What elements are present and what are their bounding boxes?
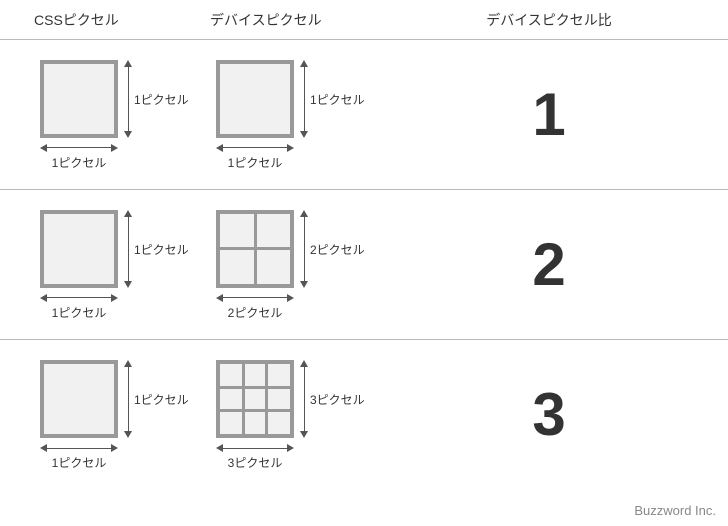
device-pixel-block-square <box>216 360 294 438</box>
css-pixel-block-v-label: 1ピクセル <box>134 391 189 408</box>
rows-host: 1ピクセル1ピクセル1ピクセル1ピクセル11ピクセル1ピクセル2ピクセル2ピクセ… <box>0 40 728 490</box>
table-row: 1ピクセル 1ピクセル 2ピクセル 2ピクセル 2 <box>0 190 728 340</box>
css-pixel-block-h-arrow <box>40 294 118 302</box>
device-pixel-block-h-arrow <box>216 144 294 152</box>
device-pixel-block: 2ピクセル 2ピクセル <box>210 200 370 330</box>
device-pixel-block-h-label: 2ピクセル <box>216 304 294 321</box>
header-row: CSSピクセル デバイスピクセル デバイスピクセル比 <box>0 0 728 40</box>
ratio-value: 1 <box>532 85 565 145</box>
css-pixel-block-h-label: 1ピクセル <box>40 304 118 321</box>
css-pixel-block-v-arrow <box>124 210 132 288</box>
header-device-pixel: デバイスピクセル <box>210 12 322 28</box>
ratio-value: 2 <box>532 235 565 295</box>
css-pixel-block-h-label: 1ピクセル <box>40 454 118 471</box>
ratio-value: 3 <box>532 385 565 445</box>
device-pixel-block-v-arrow <box>300 360 308 438</box>
device-pixel-block-v-label: 3ピクセル <box>310 391 365 408</box>
css-pixel-block-square <box>40 60 118 138</box>
css-pixel-block-v-label: 1ピクセル <box>134 91 189 108</box>
device-pixel-block: 3ピクセル 3ピクセル <box>210 350 370 480</box>
css-pixel-block-h-arrow <box>40 444 118 452</box>
device-pixel-block-h-label: 3ピクセル <box>216 454 294 471</box>
css-pixel-block-v-arrow <box>124 60 132 138</box>
device-pixel-block-square <box>216 60 294 138</box>
css-pixel-block-square <box>40 360 118 438</box>
device-pixel-block-v-arrow <box>300 210 308 288</box>
device-pixel-block-h-arrow <box>216 294 294 302</box>
css-pixel-block: 1ピクセル 1ピクセル <box>34 50 194 180</box>
table-row: 1ピクセル 1ピクセル 1ピクセル 1ピクセル 1 <box>0 40 728 190</box>
css-pixel-block: 1ピクセル 1ピクセル <box>34 200 194 330</box>
css-pixel-block-v-label: 1ピクセル <box>134 241 189 258</box>
device-pixel-block-v-arrow <box>300 60 308 138</box>
device-pixel-block-h-arrow <box>216 444 294 452</box>
css-pixel-block-h-label: 1ピクセル <box>40 154 118 171</box>
diagram-container: CSSピクセル デバイスピクセル デバイスピクセル比 1ピクセル1ピクセル1ピク… <box>0 0 728 490</box>
device-pixel-block-square <box>216 210 294 288</box>
device-pixel-block: 1ピクセル 1ピクセル <box>210 50 370 180</box>
css-pixel-block-v-arrow <box>124 360 132 438</box>
header-device-pixel-ratio: デバイスピクセル比 <box>486 12 612 28</box>
table-row: 1ピクセル 1ピクセル 3ピクセル 3ピクセル 3 <box>0 340 728 490</box>
header-css-pixel: CSSピクセル <box>34 12 119 28</box>
device-pixel-block-h-label: 1ピクセル <box>216 154 294 171</box>
device-pixel-block-v-label: 1ピクセル <box>310 91 365 108</box>
css-pixel-block-square <box>40 210 118 288</box>
css-pixel-block: 1ピクセル 1ピクセル <box>34 350 194 480</box>
attribution: Buzzword Inc. <box>634 503 716 518</box>
css-pixel-block-h-arrow <box>40 144 118 152</box>
device-pixel-block-v-label: 2ピクセル <box>310 241 365 258</box>
